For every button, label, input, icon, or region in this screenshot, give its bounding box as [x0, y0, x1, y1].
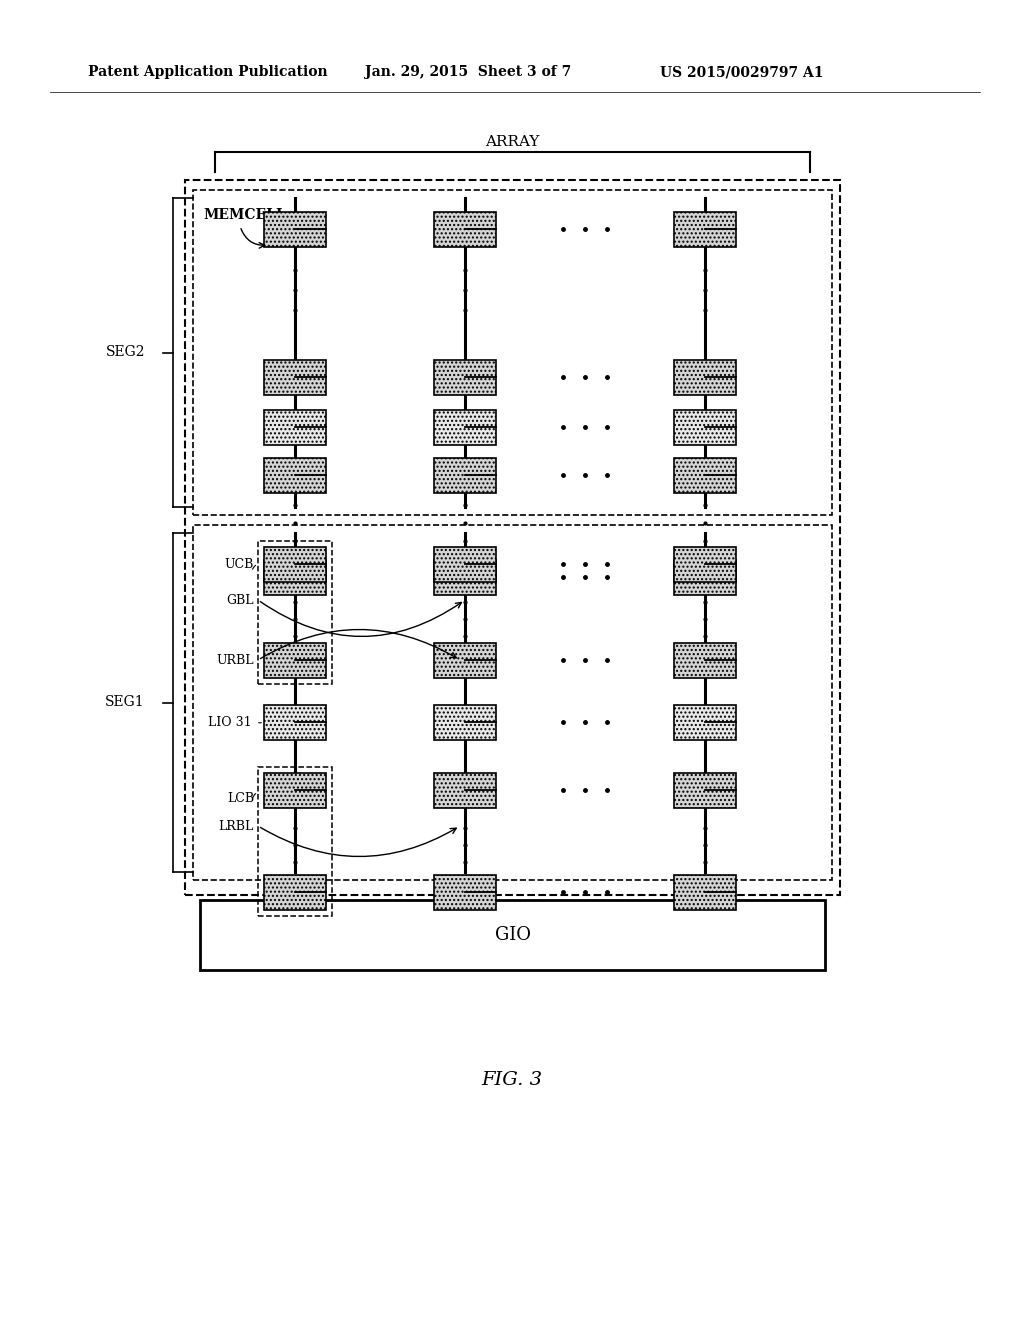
Text: URBL: URBL	[216, 653, 254, 667]
Bar	[434, 546, 496, 582]
Bar	[674, 875, 736, 909]
Bar	[258, 541, 332, 684]
Bar	[434, 705, 496, 741]
Bar	[258, 767, 332, 916]
Text: Patent Application Publication: Patent Application Publication	[88, 65, 328, 79]
Bar	[200, 900, 825, 970]
Text: SEG1: SEG1	[105, 696, 145, 710]
Bar	[264, 411, 326, 445]
Text: GIO: GIO	[495, 927, 530, 944]
Bar	[264, 360, 326, 395]
Text: LIO 31: LIO 31	[208, 715, 252, 729]
Bar	[674, 705, 736, 741]
Bar	[193, 525, 831, 880]
Bar	[674, 560, 736, 595]
Bar	[674, 774, 736, 808]
Text: LCB: LCB	[227, 792, 254, 804]
Text: MEMCELL: MEMCELL	[203, 209, 286, 222]
Bar	[674, 411, 736, 445]
Bar	[264, 643, 326, 678]
Bar	[264, 705, 326, 741]
Bar	[674, 705, 736, 741]
Text: FIG. 3: FIG. 3	[481, 1071, 543, 1089]
Text: GBL: GBL	[226, 594, 254, 606]
Bar	[434, 560, 496, 595]
Bar	[434, 411, 496, 445]
Bar	[674, 643, 736, 678]
Bar	[434, 705, 496, 741]
Bar	[434, 774, 496, 808]
Bar	[434, 360, 496, 395]
Bar	[264, 546, 326, 582]
Bar	[674, 546, 736, 582]
Text: UCB: UCB	[224, 557, 254, 570]
Bar	[434, 875, 496, 909]
Bar	[264, 875, 326, 909]
Text: US 2015/0029797 A1: US 2015/0029797 A1	[660, 65, 823, 79]
Bar	[434, 643, 496, 678]
Text: ARRAY: ARRAY	[485, 135, 540, 149]
Bar	[264, 560, 326, 595]
Bar	[434, 411, 496, 445]
Bar	[674, 458, 736, 492]
Bar	[264, 411, 326, 445]
Bar	[264, 705, 326, 741]
Text: Jan. 29, 2015  Sheet 3 of 7: Jan. 29, 2015 Sheet 3 of 7	[365, 65, 571, 79]
Bar	[264, 774, 326, 808]
Bar	[674, 213, 736, 247]
Bar	[674, 360, 736, 395]
Bar	[674, 411, 736, 445]
Bar	[434, 213, 496, 247]
Bar	[264, 213, 326, 247]
Bar	[264, 458, 326, 492]
Bar	[185, 180, 840, 895]
Text: LRBL: LRBL	[219, 820, 254, 833]
Bar	[434, 458, 496, 492]
Bar	[193, 190, 831, 515]
Text: SEG2: SEG2	[105, 346, 145, 359]
